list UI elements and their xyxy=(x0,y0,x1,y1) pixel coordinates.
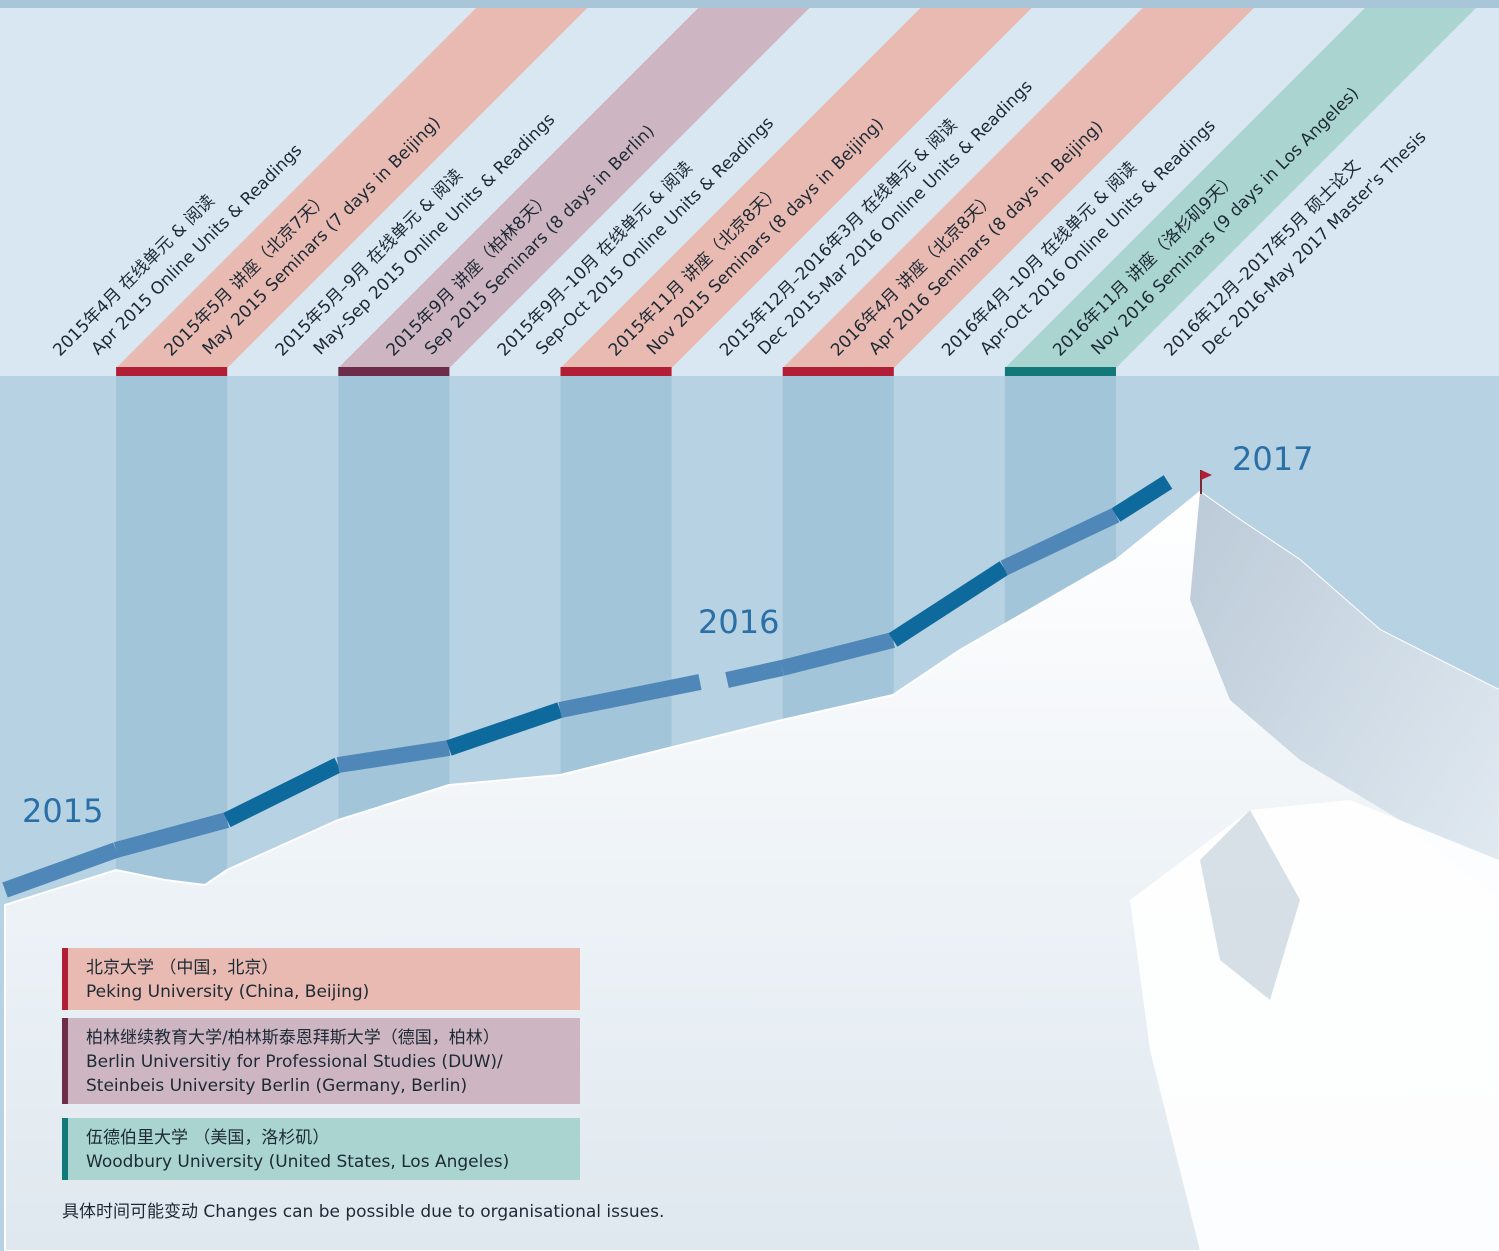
year-label: 2016 xyxy=(698,603,779,641)
seminar-bar xyxy=(783,367,894,376)
legend-color xyxy=(62,948,68,1010)
footnote: 具体时间可能变动 Changes can be possible due to … xyxy=(62,1197,664,1222)
legend-line: Peking University (China, Beijing) xyxy=(86,980,566,1004)
legend-line: 伍德伯里大学 （美国，洛杉矶） xyxy=(86,1126,566,1150)
year-label: 2015 xyxy=(22,792,103,830)
seminar-bar xyxy=(338,367,449,376)
legend-line: 柏林继续教育大学/柏林斯泰恩拜斯大学（德国，柏林） xyxy=(86,1026,566,1050)
legend-item: 伍德伯里大学 （美国，洛杉矶）Woodbury University (Unit… xyxy=(62,1118,580,1180)
legend-line: Berlin Universitiy for Professional Stud… xyxy=(86,1050,566,1074)
top-strip xyxy=(0,0,1499,8)
seminar-bar xyxy=(561,367,672,376)
legend-item: 北京大学 （中国，北京）Peking University (China, Be… xyxy=(62,948,580,1010)
seminar-bar xyxy=(116,367,227,376)
legend-color xyxy=(62,1118,68,1180)
legend-color xyxy=(62,1018,68,1104)
legend-line: Woodbury University (United States, Los … xyxy=(86,1150,566,1174)
timeline-page: 2015年4月 在线单元 & 阅读Apr 2015 Online Units &… xyxy=(0,0,1499,1251)
year-label: 2017 xyxy=(1232,440,1313,478)
legend-item: 柏林继续教育大学/柏林斯泰恩拜斯大学（德国，柏林）Berlin Universi… xyxy=(62,1018,580,1104)
ridge xyxy=(1130,800,1499,1251)
seminar-bar xyxy=(1005,367,1116,376)
legend-line: Steinbeis University Berlin (Germany, Be… xyxy=(86,1074,566,1098)
legend-line: 北京大学 （中国，北京） xyxy=(86,956,566,980)
